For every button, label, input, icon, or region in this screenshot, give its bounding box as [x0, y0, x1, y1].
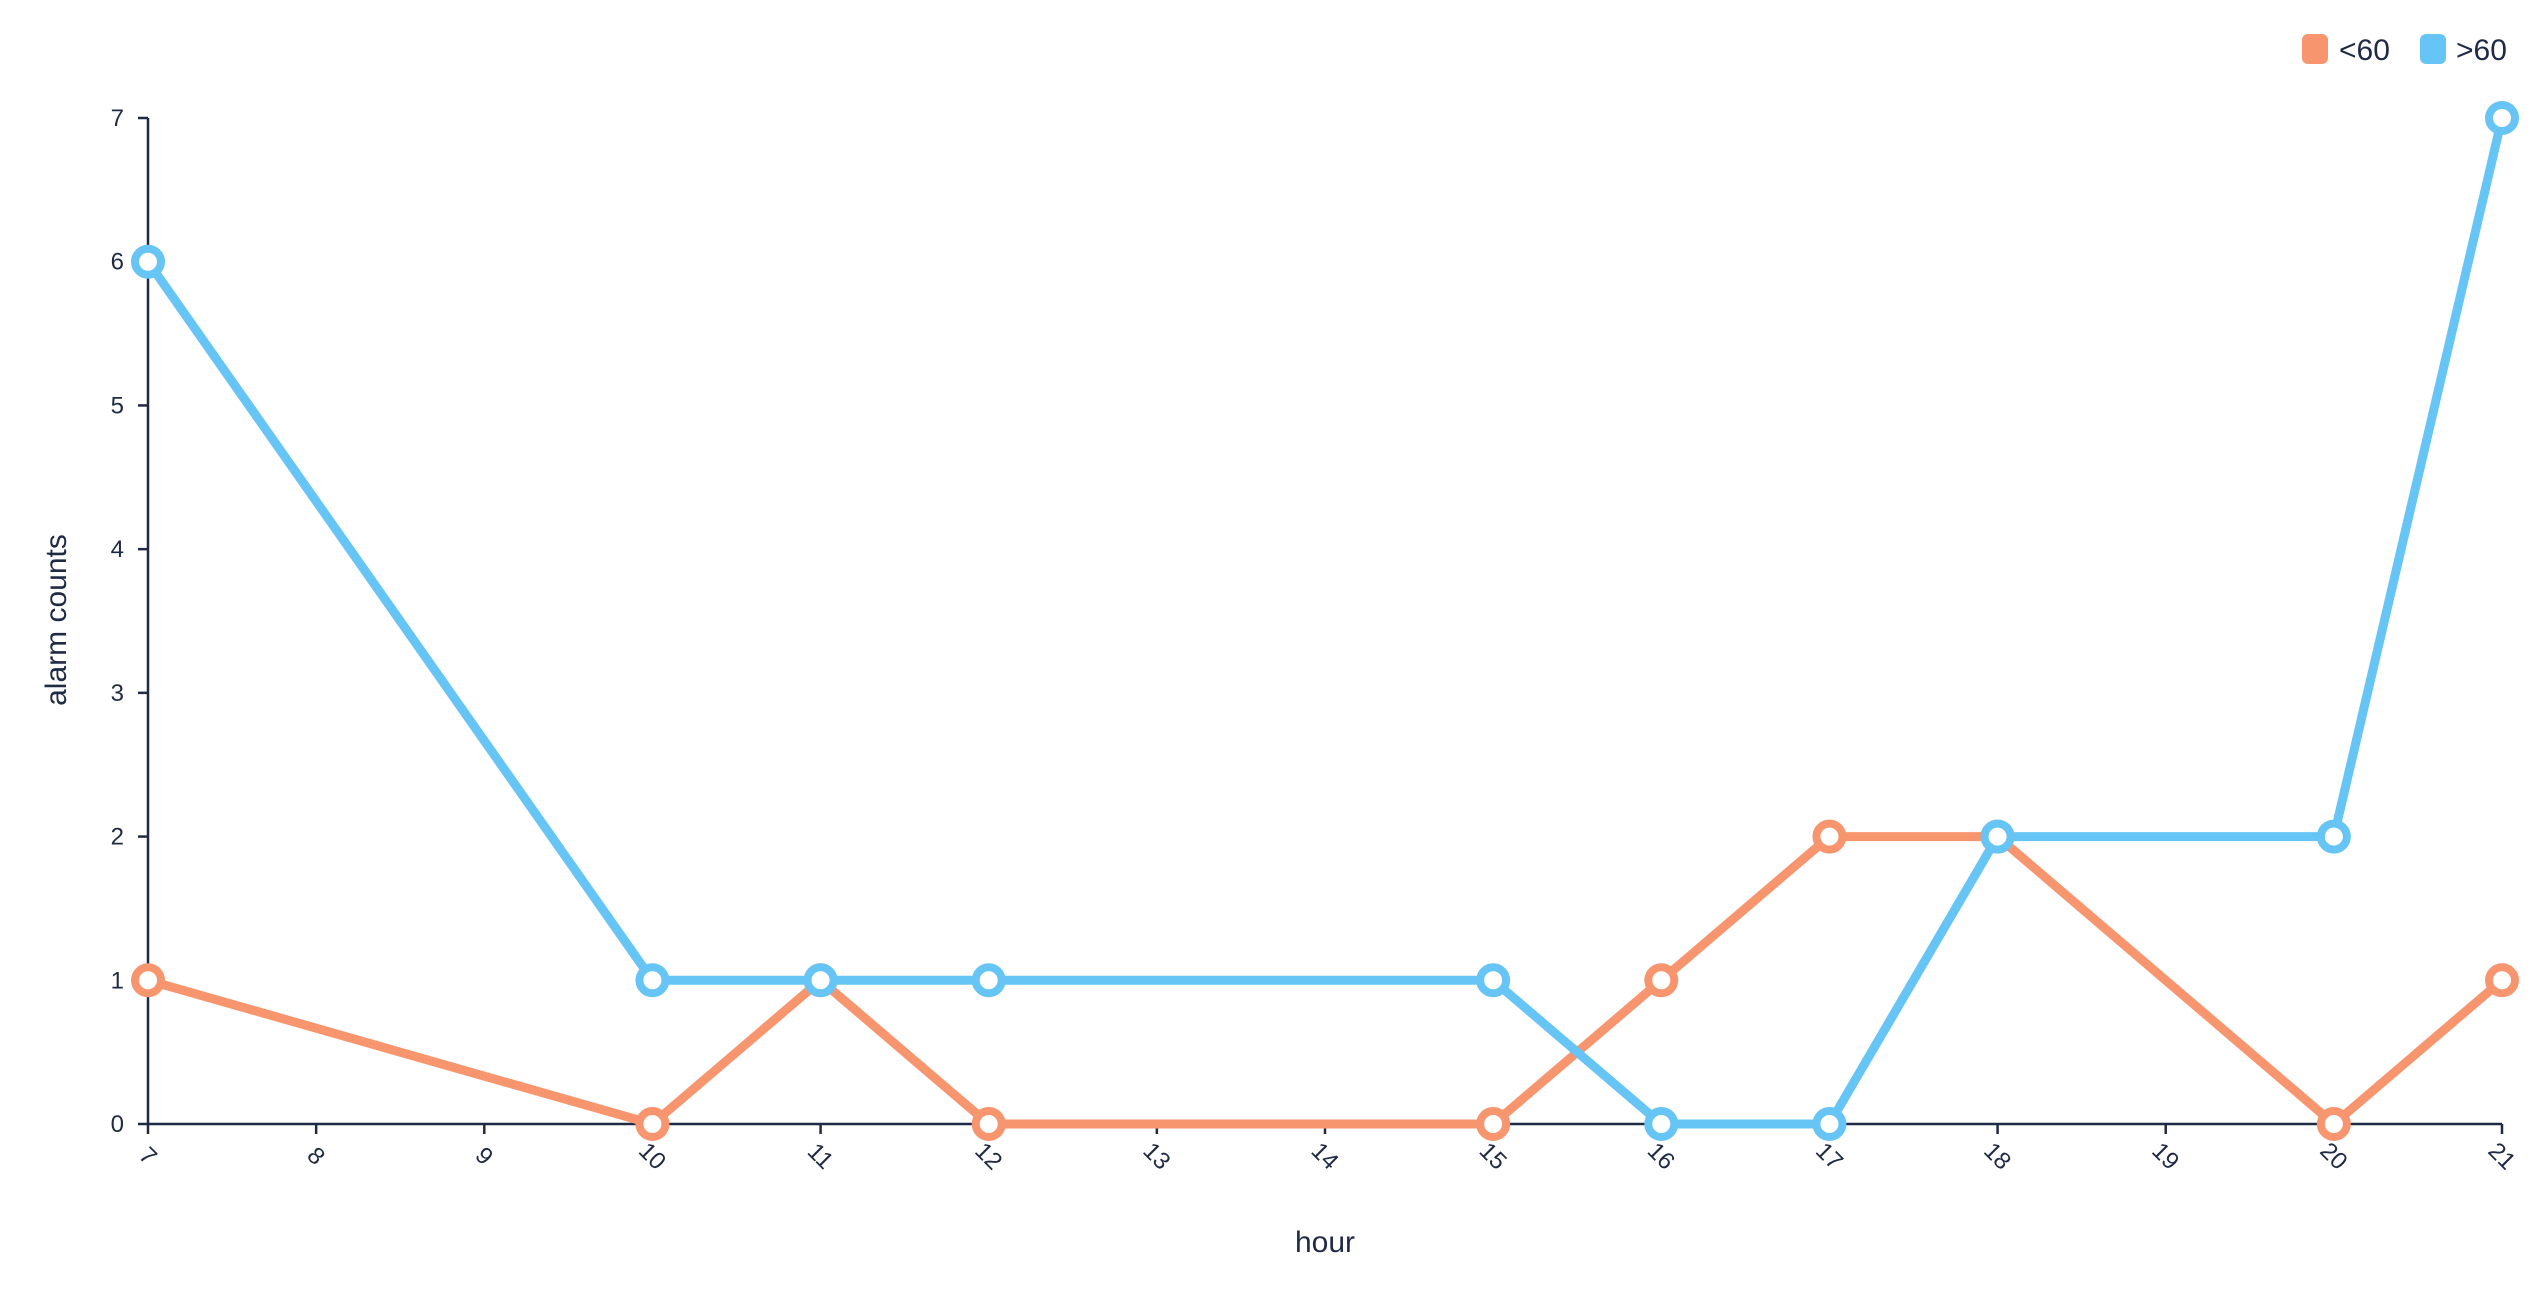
x-tick-label: 8	[302, 1142, 331, 1171]
data-point-0-0	[131, 963, 165, 998]
data-point-0-5	[1644, 963, 1679, 998]
x-tick-label: 12	[969, 1137, 1007, 1175]
x-tick-label: 14	[1306, 1137, 1344, 1175]
y-tick-label: 4	[111, 536, 124, 563]
data-point-1-9	[2485, 101, 2519, 135]
data-point-0-4	[1476, 1107, 1511, 1141]
y-tick-label: 3	[111, 680, 124, 707]
data-point-0-8	[2316, 1107, 2351, 1141]
data-point-1-6	[1812, 1107, 1847, 1141]
y-tick-label: 5	[111, 392, 124, 419]
data-point-0-3	[971, 1107, 1006, 1141]
x-tick-label: 21	[2483, 1137, 2521, 1175]
data-point-0-6	[1812, 819, 1847, 854]
y-tick-label: 0	[111, 1111, 124, 1138]
series-line-1	[143, 113, 2507, 1129]
chart-series-layer	[143, 113, 2507, 1129]
chart-legend: <60 >60	[2302, 34, 2507, 67]
y-tick-label: 1	[111, 967, 124, 994]
data-point-1-5	[1644, 1107, 1679, 1141]
x-axis-title: hour	[1295, 1226, 1355, 1259]
data-point-1-0	[131, 244, 165, 279]
x-tick-label: 20	[2315, 1137, 2353, 1175]
x-tick-label: 9	[470, 1142, 499, 1171]
data-point-1-7	[1980, 819, 2015, 854]
legend-label-0: <60	[2339, 34, 2390, 67]
x-tick-label: 7	[133, 1142, 162, 1171]
x-tick-label: 15	[1474, 1137, 1512, 1175]
x-tick-label: 16	[1642, 1137, 1680, 1175]
data-point-1-1	[635, 963, 670, 998]
legend-swatch-1	[2420, 34, 2446, 64]
y-tick-label: 2	[111, 824, 124, 851]
data-point-1-4	[1476, 963, 1511, 998]
y-tick-label: 6	[111, 249, 124, 276]
legend-label-1: >60	[2456, 34, 2507, 67]
x-tick-label: 18	[1978, 1137, 2016, 1175]
y-tick-label: 7	[111, 105, 124, 132]
data-point-1-3	[971, 963, 1006, 998]
data-point-1-8	[2316, 819, 2351, 854]
legend-swatch-0	[2302, 34, 2328, 64]
x-tick-label: 17	[1810, 1137, 1848, 1175]
chart-points-layer	[131, 101, 2519, 1141]
data-point-0-1	[635, 1107, 670, 1141]
data-point-1-2	[803, 963, 838, 998]
x-tick-label: 10	[633, 1137, 671, 1175]
x-tick-label: 19	[2146, 1137, 2184, 1175]
data-point-0-9	[2485, 963, 2519, 998]
x-tick-label: 11	[802, 1138, 839, 1175]
y-axis-title: alarm counts	[40, 534, 73, 706]
x-tick-label: 13	[1138, 1137, 1176, 1175]
